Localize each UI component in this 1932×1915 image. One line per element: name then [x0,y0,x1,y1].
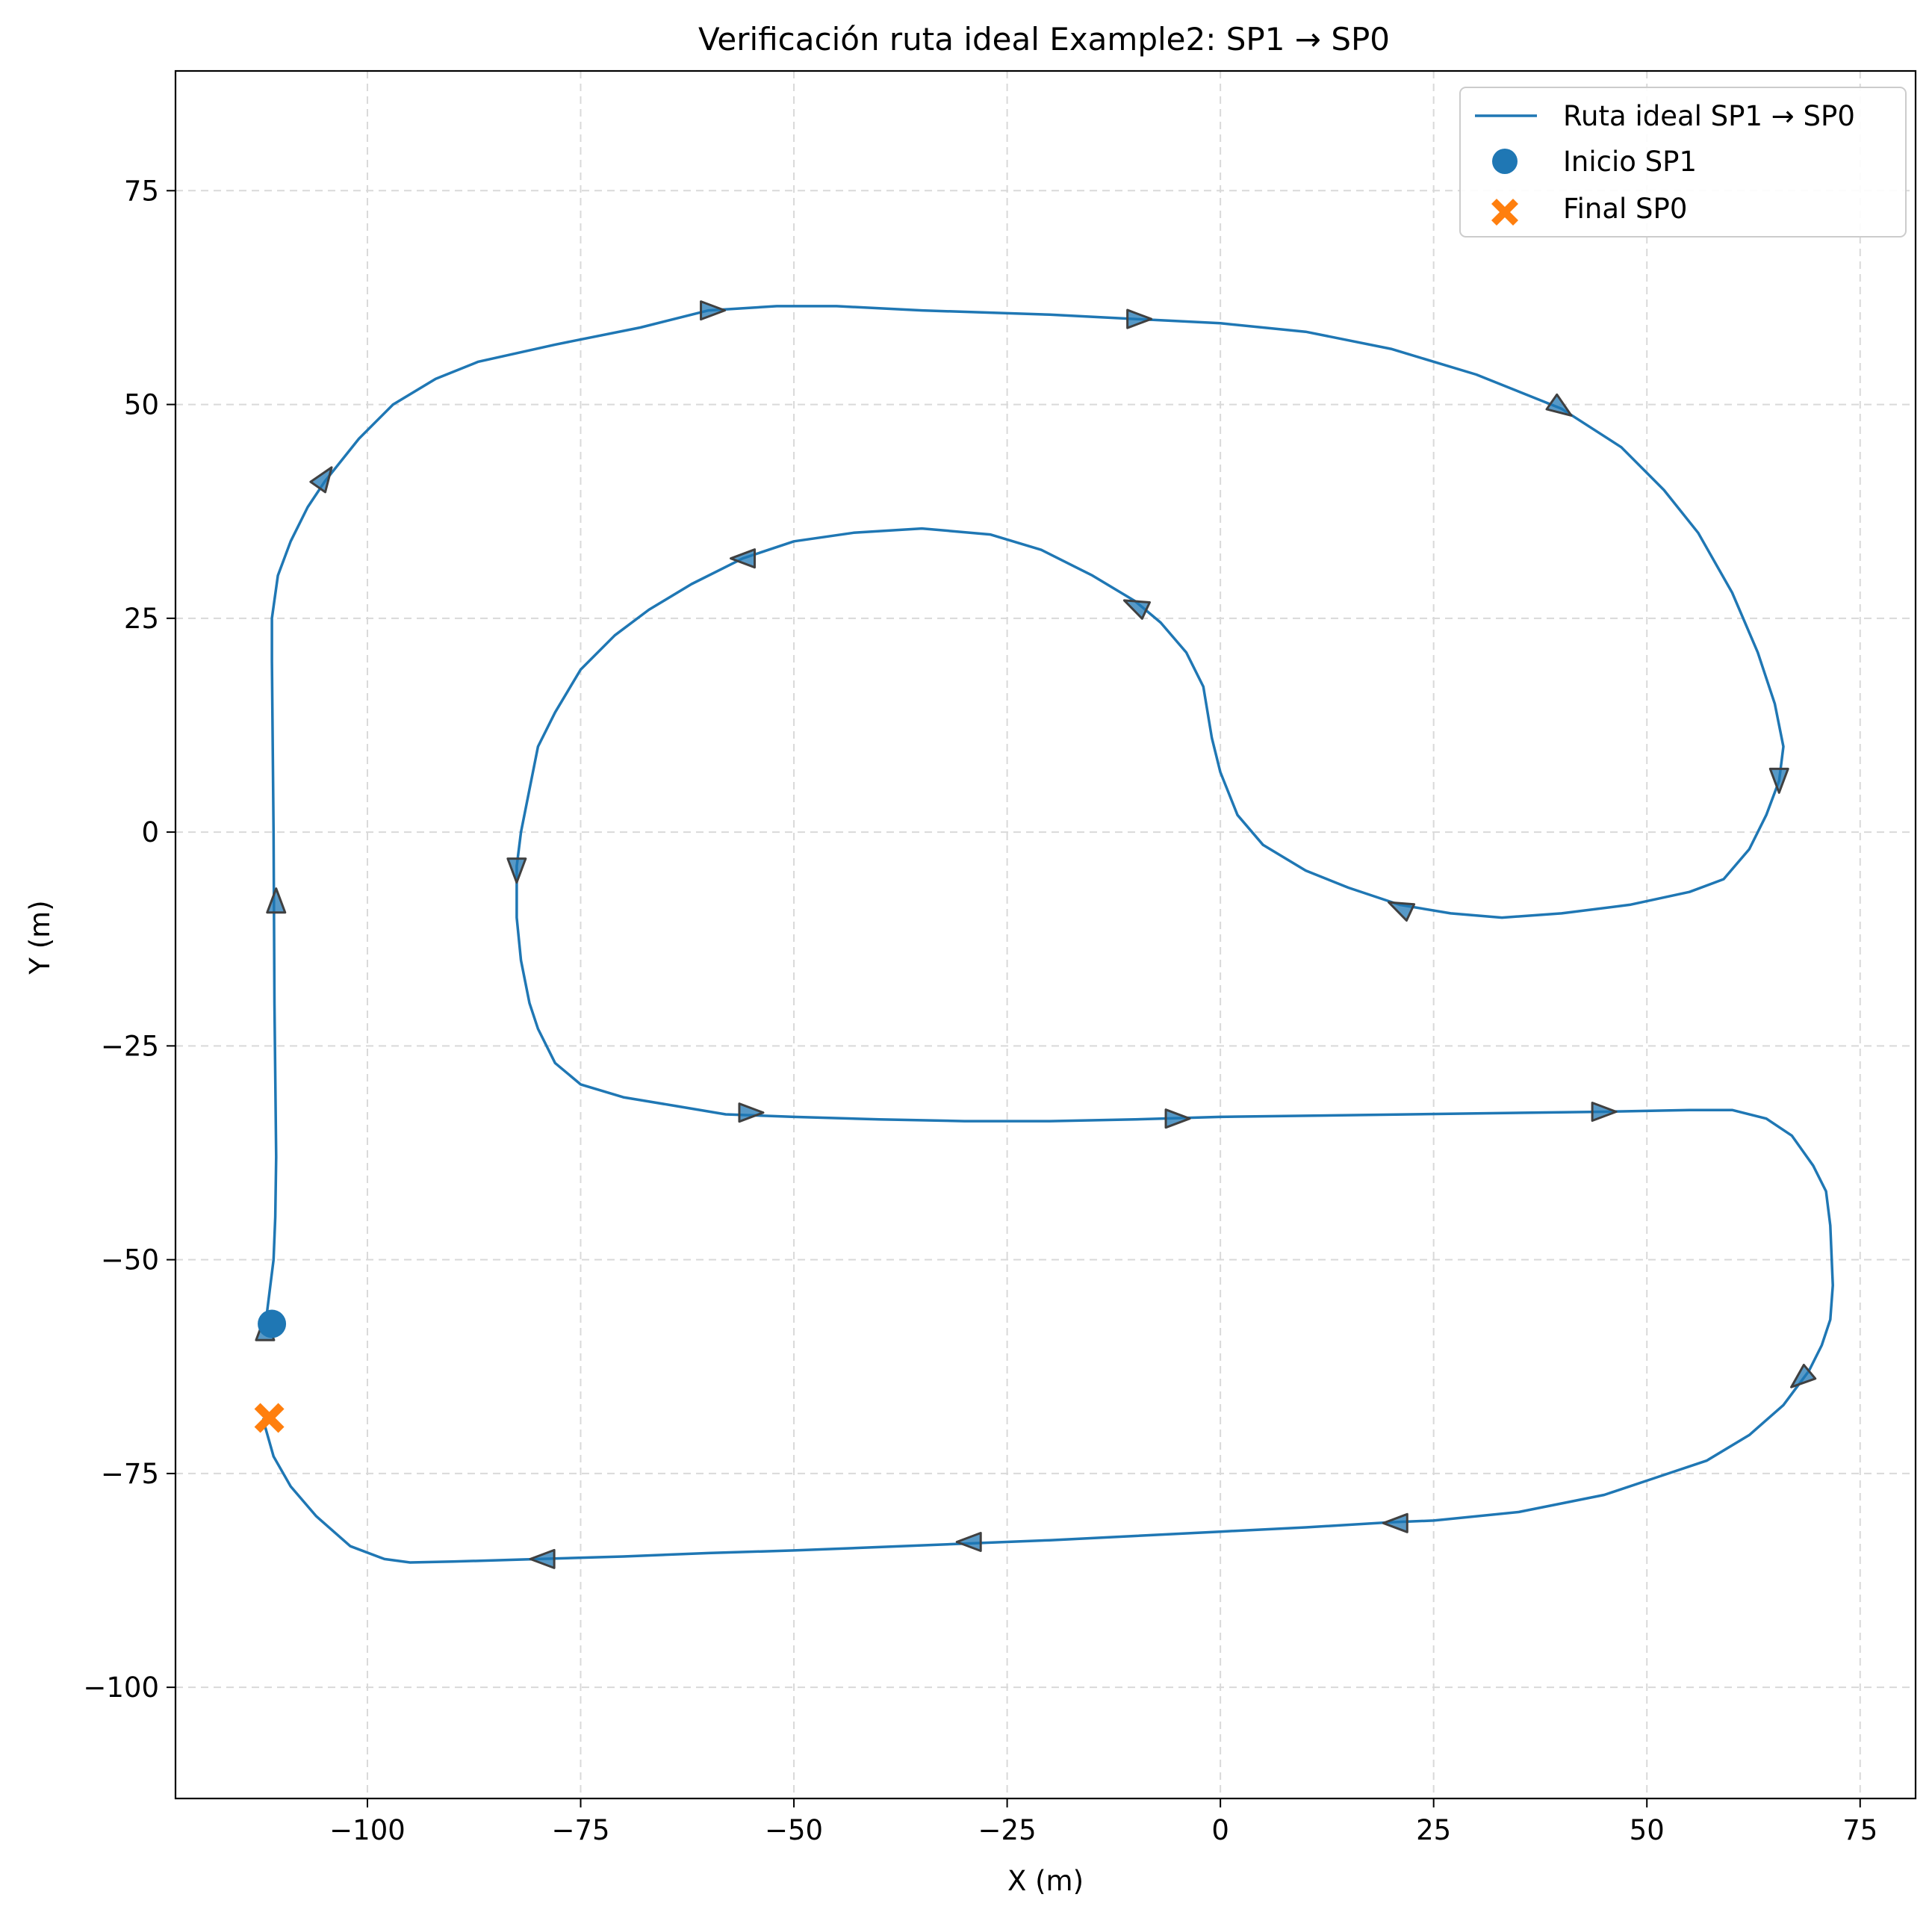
legend-circle-marker [1492,149,1518,174]
x-axis-label: X (m) [1007,1865,1084,1897]
direction-arrow [529,1548,556,1569]
direction-arrow-head [1382,1512,1408,1533]
direction-arrow [1768,767,1789,794]
direction-arrow-head [700,300,727,321]
direction-arrow [1126,308,1153,329]
direction-arrow [730,548,757,569]
x-axis-ticks: −100 −75 −50 −25 0 25 50 75 [329,1798,1877,1846]
direction-arrow-head [1768,767,1789,794]
legend-frame [1459,87,1907,238]
y-axis-label: Y (m) [24,900,56,975]
legend: Ruta ideal SP1 → SP0 Inicio SP1 Final SP… [1459,87,1907,238]
direction-arrow-head [1545,393,1573,417]
direction-arrow [1164,1108,1191,1129]
direction-arrow-head [309,466,333,494]
y-axis-ticks: −100 −75 −50 −25 0 25 50 75 [83,175,176,1704]
direction-arrow [1545,393,1573,417]
direction-arrow [1122,599,1151,620]
x-tick-label: −25 [978,1814,1037,1846]
direction-arrow [1591,1102,1618,1123]
x-tick-label: 0 [1211,1814,1229,1846]
direction-arrow [700,300,727,321]
direction-arrow-head [955,1531,982,1552]
direction-arrow-head [1126,308,1153,329]
direction-arrow-head [1790,1363,1817,1388]
y-tick-label: 25 [124,603,159,635]
route-line [261,305,1834,1564]
grid [176,71,1916,1798]
direction-arrow-head [1122,599,1151,620]
direction-arrow-head [506,857,527,884]
legend-label-start: Inicio SP1 [1563,146,1697,178]
direction-arrow-head [738,1102,765,1123]
start-marker [258,1309,287,1338]
direction-arrow-head [529,1548,556,1569]
direction-arrow-head [1387,901,1416,922]
direction-arrow [309,466,333,494]
direction-arrow [1790,1363,1817,1388]
y-tick-label: 0 [141,816,159,848]
direction-arrow-head [266,887,287,914]
direction-arrow-head [1591,1102,1618,1123]
direction-arrow [955,1531,982,1552]
x-tick-label: 75 [1842,1814,1877,1846]
legend-x-marker [1491,199,1518,226]
x-tick-label: −75 [551,1814,609,1846]
y-tick-label: 50 [124,389,159,421]
x-tick-label: 25 [1416,1814,1451,1846]
x-tick-label: −50 [765,1814,823,1846]
legend-label-end: Final SP0 [1563,193,1687,225]
direction-arrow-head [730,548,757,569]
plot-area [254,300,1834,1569]
direction-arrow-head [1164,1108,1191,1129]
direction-arrow [266,887,287,914]
direction-arrow [506,857,527,884]
chart-title: Verificación ruta ideal Example2: SP1 → … [698,21,1390,58]
y-tick-label: 75 [124,175,159,207]
direction-arrow [738,1102,765,1123]
end-marker [254,1403,285,1433]
x-tick-label: −100 [329,1814,406,1846]
direction-arrow [1382,1512,1408,1533]
y-tick-label: −100 [83,1672,159,1704]
y-tick-label: −50 [101,1244,159,1276]
plot-frame [174,69,1917,1800]
direction-arrow [1387,901,1416,922]
y-tick-label: −25 [101,1030,159,1062]
x-tick-label: 50 [1630,1814,1665,1846]
y-tick-label: −75 [101,1458,159,1490]
legend-label-route: Ruta ideal SP1 → SP0 [1563,100,1855,132]
